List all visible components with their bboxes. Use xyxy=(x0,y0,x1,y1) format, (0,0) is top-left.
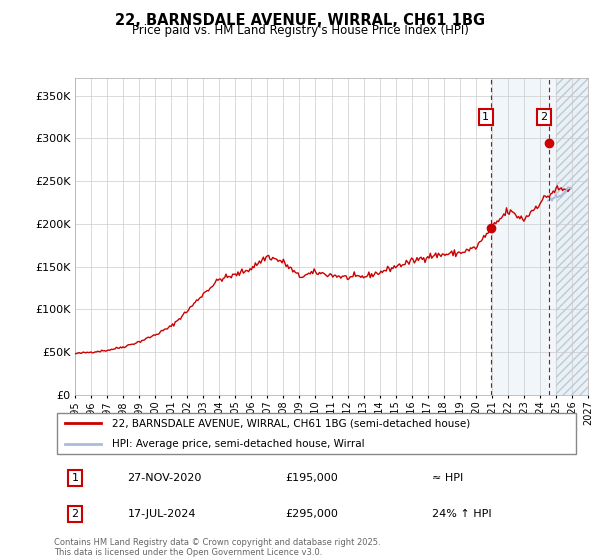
Text: 1: 1 xyxy=(71,473,79,483)
Text: 22, BARNSDALE AVENUE, WIRRAL, CH61 1BG: 22, BARNSDALE AVENUE, WIRRAL, CH61 1BG xyxy=(115,13,485,28)
Text: 2: 2 xyxy=(71,509,79,519)
Bar xyxy=(556,78,588,395)
Text: Contains HM Land Registry data © Crown copyright and database right 2025.
This d: Contains HM Land Registry data © Crown c… xyxy=(54,538,380,557)
Text: 22, BARNSDALE AVENUE, WIRRAL, CH61 1BG (semi-detached house): 22, BARNSDALE AVENUE, WIRRAL, CH61 1BG (… xyxy=(112,418,470,428)
Text: £195,000: £195,000 xyxy=(285,473,338,483)
Text: 24% ↑ HPI: 24% ↑ HPI xyxy=(432,509,491,519)
Text: £295,000: £295,000 xyxy=(285,509,338,519)
Text: 2: 2 xyxy=(540,112,547,122)
Text: Price paid vs. HM Land Registry's House Price Index (HPI): Price paid vs. HM Land Registry's House … xyxy=(131,24,469,36)
FancyBboxPatch shape xyxy=(56,413,577,454)
Text: 17-JUL-2024: 17-JUL-2024 xyxy=(128,509,196,519)
Bar xyxy=(556,78,588,395)
Text: 1: 1 xyxy=(482,112,489,122)
Text: ≈ HPI: ≈ HPI xyxy=(432,473,463,483)
Text: 27-NOV-2020: 27-NOV-2020 xyxy=(128,473,202,483)
Text: HPI: Average price, semi-detached house, Wirral: HPI: Average price, semi-detached house,… xyxy=(112,438,364,449)
Bar xyxy=(491,78,556,395)
